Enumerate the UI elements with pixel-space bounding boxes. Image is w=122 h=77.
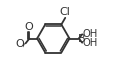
Text: O: O — [16, 39, 25, 49]
Text: O: O — [24, 22, 33, 32]
Text: OH: OH — [83, 29, 98, 39]
Text: OH: OH — [83, 38, 98, 48]
Text: B: B — [78, 33, 86, 44]
Text: Cl: Cl — [60, 7, 71, 17]
